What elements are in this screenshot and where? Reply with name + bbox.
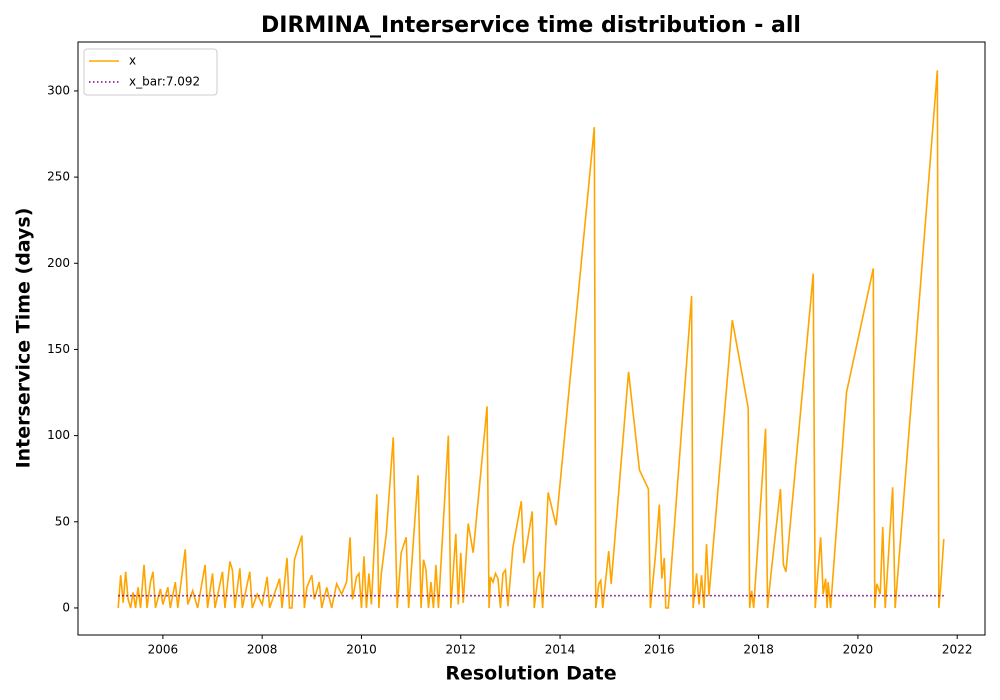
y-tick-label: 100: [47, 428, 70, 442]
x-tick-label: 2022: [942, 643, 973, 657]
y-axis-label: Interservice Time (days): [13, 208, 35, 469]
y-tick-label: 200: [47, 256, 70, 270]
x-axis-label: Resolution Date: [445, 663, 616, 685]
x-tick-label: 2020: [843, 643, 874, 657]
y-tick-label: 50: [55, 514, 70, 528]
x-tick-label: 2012: [445, 643, 476, 657]
y-tick-label: 150: [47, 342, 70, 356]
y-tick-label: 250: [47, 170, 70, 184]
x-tick-label: 2008: [247, 643, 278, 657]
x-tick-label: 2010: [346, 643, 377, 657]
x-tick-label: 2006: [148, 643, 179, 657]
x-tick-label: 2014: [545, 643, 576, 657]
legend-label: x_bar:7.092: [129, 75, 200, 89]
chart-title: DIRMINA_Interservice time distribution -…: [261, 13, 801, 38]
y-tick-label: 300: [47, 83, 70, 97]
line-series: [117, 70, 945, 609]
legend-label: x: [129, 54, 136, 68]
x-tick-label: 2018: [743, 643, 774, 657]
axes-frame: [77, 41, 986, 636]
y-tick-label: 0: [62, 600, 70, 614]
x-tick-label: 2016: [644, 643, 675, 657]
